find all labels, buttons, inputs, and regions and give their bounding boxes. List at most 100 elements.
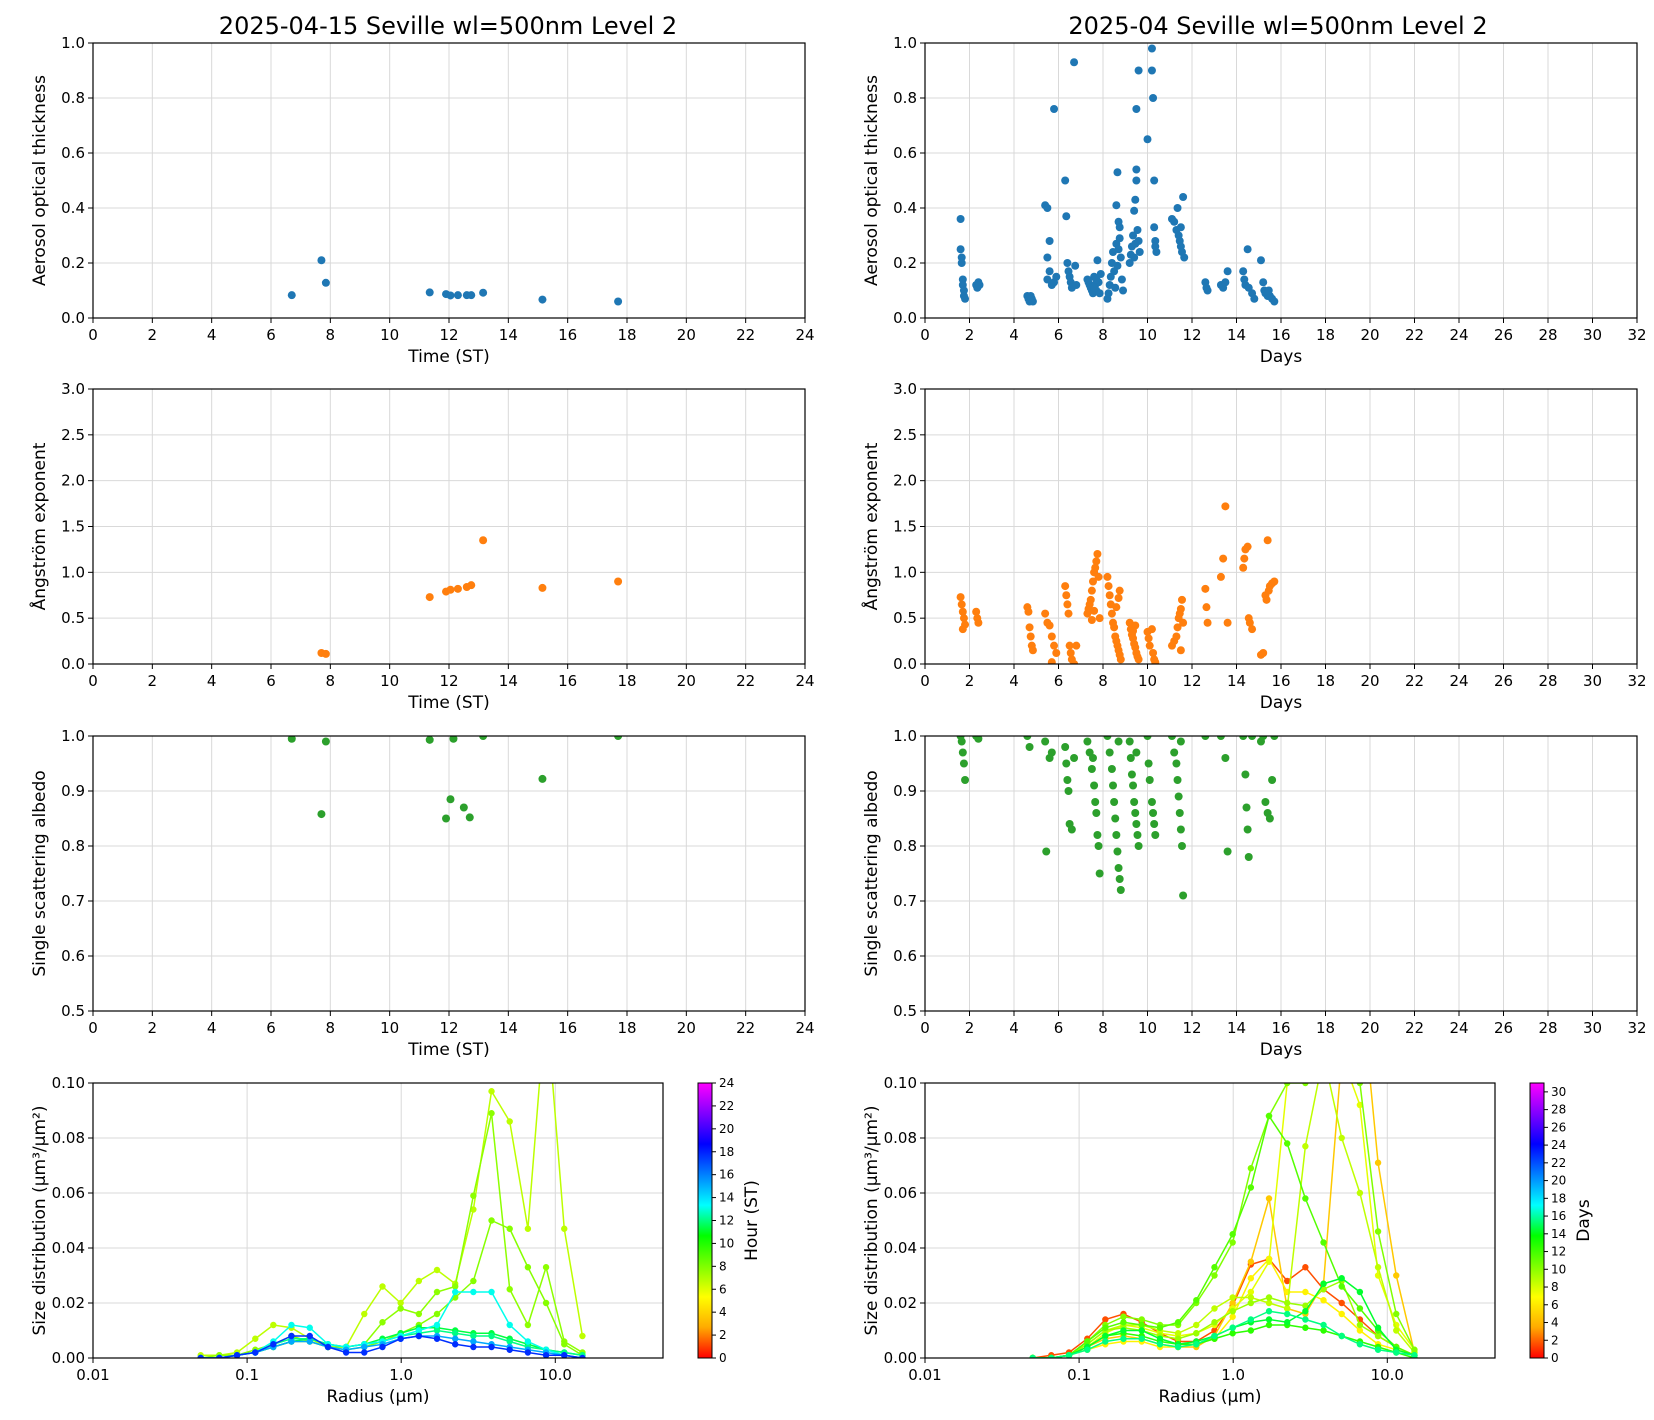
- data-point: [1041, 609, 1050, 618]
- y-tick-label: 0.08: [884, 1129, 917, 1147]
- x-tick-label: 16: [558, 672, 577, 690]
- series-point: [1320, 1327, 1327, 1334]
- data-point: [1132, 165, 1141, 174]
- panel-daily_size_distribution: 0.01 0.1 1.0 10.0 0.00 0.02 0.04 0.06 0.08 0.10 0 2…: [30, 1074, 762, 1407]
- data-point: [1216, 572, 1225, 581]
- x-tick-label: 12: [1182, 672, 1201, 690]
- series-point: [451, 1341, 459, 1348]
- data-point: [287, 291, 296, 300]
- data-point: [1221, 502, 1230, 511]
- data-point: [1071, 261, 1080, 270]
- data-point: [1256, 256, 1265, 265]
- series-point: [1283, 1277, 1291, 1285]
- axes-frame: [924, 388, 1638, 665]
- x-tick-label: 18: [1316, 1019, 1335, 1037]
- data-point: [1130, 253, 1139, 262]
- data-point: [1221, 278, 1230, 287]
- colorbar-tick-label: 20: [1551, 1174, 1566, 1188]
- series-point: [1265, 1258, 1273, 1265]
- data-point: [1119, 286, 1128, 295]
- colorbar-tick-label: 6: [719, 1282, 727, 1296]
- series-point: [1374, 1228, 1382, 1235]
- series-point: [1174, 1319, 1182, 1326]
- series-point: [1102, 1338, 1109, 1345]
- x-tick-label: 26: [1494, 1019, 1513, 1037]
- data-point: [1172, 759, 1181, 768]
- series-point: [1211, 1319, 1218, 1326]
- data-point: [1103, 736, 1112, 740]
- data-point: [1070, 754, 1079, 762]
- data-point: [1219, 554, 1228, 563]
- colorbar-tick-label: 30: [1551, 1085, 1566, 1099]
- x-tick-label: 0: [88, 326, 98, 344]
- series-point: [1339, 997, 1345, 1003]
- series-point: [1229, 1324, 1236, 1331]
- panel-monthly_size_distribution: 0.01 0.1 1.0 10.0 0.00 0.02 0.04 0.06 0.08 0.10 0 2…: [862, 997, 1594, 1407]
- series-point: [1283, 1319, 1291, 1326]
- data-point: [1062, 212, 1071, 221]
- series-point: [1356, 1101, 1364, 1109]
- data-point: [1243, 542, 1252, 551]
- data-point: [1134, 842, 1143, 850]
- scatter-points: [317, 536, 623, 658]
- x-tick-label: 24: [1449, 672, 1468, 690]
- series-point: [415, 1327, 423, 1334]
- series-point: [1229, 1299, 1236, 1307]
- x-tick-label: 14: [499, 1019, 518, 1037]
- x-tick-label: 20: [1360, 1019, 1379, 1037]
- data-point: [1149, 809, 1158, 817]
- series-point: [397, 1305, 404, 1312]
- data-point: [1132, 105, 1141, 113]
- colorbar-tick-label: 24: [719, 1076, 734, 1090]
- data-point: [1113, 261, 1122, 270]
- x-tick-label: 32: [1627, 672, 1646, 690]
- colorbar-tick-label: 18: [1551, 1191, 1566, 1205]
- y-tick-label: 0.5: [61, 609, 85, 627]
- series-point: [324, 1343, 332, 1351]
- series-point: [379, 1343, 386, 1351]
- data-point: [957, 737, 966, 746]
- data-point: [1028, 646, 1037, 655]
- x-tick-label: 4: [1009, 672, 1019, 690]
- x-tick-label: 10: [1138, 326, 1157, 344]
- axes-frame: [924, 1082, 1496, 1359]
- data-point: [1042, 847, 1051, 856]
- data-point: [1133, 831, 1142, 839]
- data-point: [1223, 267, 1232, 276]
- series-point: [1302, 1195, 1309, 1202]
- data-point: [1093, 831, 1102, 839]
- colorbar-tick-label: 28: [1551, 1103, 1566, 1117]
- series-point: [1374, 1264, 1382, 1271]
- series-point: [542, 1264, 550, 1271]
- x-tick-label: 2: [148, 672, 158, 690]
- series-point: [288, 1338, 295, 1345]
- data-point: [1150, 223, 1159, 232]
- data-point: [1144, 634, 1153, 643]
- series-point: [506, 1225, 513, 1232]
- data-point: [1145, 776, 1154, 784]
- x-tick-label: 14: [499, 326, 518, 344]
- series-point: [1374, 1346, 1382, 1353]
- data-point: [1115, 586, 1124, 595]
- x-tick-label: 10.0: [539, 1366, 572, 1384]
- x-tick-label: 12: [439, 1019, 458, 1037]
- data-point: [1066, 649, 1075, 657]
- data-point: [1043, 204, 1052, 212]
- series-line: [1032, 1083, 1416, 1358]
- data-point: [1203, 286, 1212, 295]
- data-point: [1129, 627, 1138, 635]
- data-point: [1125, 737, 1134, 746]
- data-point: [1061, 743, 1070, 751]
- colorbar: [697, 1082, 713, 1359]
- series-point: [1120, 1335, 1127, 1342]
- data-point: [1223, 618, 1232, 627]
- data-point: [1067, 825, 1076, 834]
- data-point: [1172, 632, 1181, 641]
- y-tick-label: 2.0: [893, 472, 917, 490]
- series-point: [1120, 1327, 1127, 1334]
- data-point: [1245, 618, 1254, 627]
- series-point: [306, 1324, 313, 1331]
- data-point: [453, 584, 462, 593]
- series-point: [379, 1319, 386, 1326]
- series-point: [524, 1225, 532, 1232]
